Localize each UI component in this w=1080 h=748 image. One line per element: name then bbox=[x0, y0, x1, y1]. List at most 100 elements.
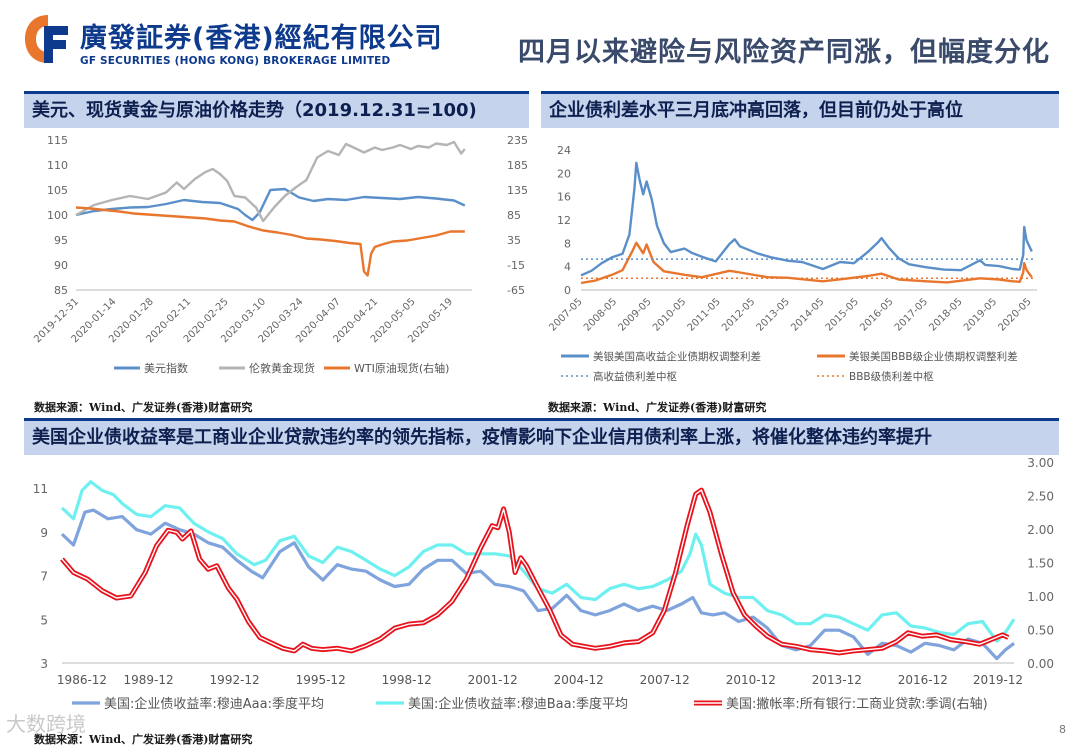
x-tick-label: 2014-05 bbox=[789, 296, 826, 333]
legend-label: 美国:企业债收益率:穆迪Aaa:季度平均 bbox=[104, 696, 324, 712]
x-tick-label: 2001-12 bbox=[468, 673, 518, 687]
legend-label: 高收益债利差中枢 bbox=[593, 370, 677, 383]
x-tick-label: 2010-05 bbox=[651, 296, 688, 333]
page-title: 四月以来避险与风险资产同涨，但幅度分化 bbox=[518, 37, 1050, 68]
series-line bbox=[60, 480, 1016, 643]
y-left-tick-label: 110 bbox=[47, 159, 68, 172]
x-axis: 1986-12 1989-12 1992-12 1995-12 1998-12 2001-… bbox=[57, 673, 1023, 687]
legend-label: 美银美国高收益企业债期权调整利差 bbox=[593, 350, 761, 363]
y-right-tick-label: 0.50 bbox=[1027, 624, 1054, 638]
series-line bbox=[75, 187, 466, 222]
y-right-tick-label: -65 bbox=[507, 284, 525, 297]
panel-3-rule bbox=[24, 418, 1059, 421]
y-right-tick-label: 2.00 bbox=[1027, 523, 1054, 537]
y-axis: 0 4 8 12 16 20 24 bbox=[557, 144, 571, 297]
y-left-tick-label: 95 bbox=[54, 234, 68, 247]
legend-label: 伦敦黄金现货 bbox=[249, 361, 315, 375]
x-tick-label: 2017-05 bbox=[893, 296, 930, 333]
watermark: 大数跨境 bbox=[6, 712, 86, 736]
panel-3-title: 美国企业债收益率是工商业企业贷款违约率的领先指标，疫情影响下企业信用债利率上涨，… bbox=[24, 421, 1059, 455]
x-axis: 2007-052008-052009-052010-052011-052012-… bbox=[547, 296, 1033, 333]
company-name-cn: 廣發証券(香港)經紀有限公司 bbox=[80, 23, 443, 54]
x-tick-label: 1998-12 bbox=[382, 673, 432, 687]
x-tick-label: 2009-05 bbox=[616, 296, 653, 333]
y-left-tick-label: 9 bbox=[40, 526, 48, 540]
legend-label: 美国:撇帐率:所有银行:工商业贷款:季调(右轴) bbox=[726, 696, 988, 712]
x-tick-label: 2019-12 bbox=[973, 673, 1023, 687]
panel-2-title: 企业债利差水平三月底冲高回落，但目前仍处于高位 bbox=[541, 94, 1059, 128]
series-line bbox=[60, 508, 1015, 661]
legend: 美国:企业债收益率:穆迪Aaa:季度平均 美国:企业债收益率:穆迪Baa:季度平均… bbox=[72, 696, 988, 712]
y-tick-label: 4 bbox=[564, 261, 571, 274]
panel-2-source: 数据来源：Wind、广发证券(香港)财富研究 bbox=[548, 401, 767, 414]
page-number: 8 bbox=[1059, 723, 1066, 736]
x-tick-label: 2007-05 bbox=[547, 296, 584, 333]
x-tick-label: 2016-12 bbox=[898, 673, 948, 687]
legend-label: BBB级债利差中枢 bbox=[849, 370, 934, 383]
y-axis-right: 0.00 0.50 1.00 1.50 2.00 2.50 3.00 bbox=[1027, 456, 1054, 671]
series-line-inner bbox=[61, 489, 1009, 654]
legend-label: 美银美国BBB级企业债期权调整利差 bbox=[849, 350, 1018, 363]
x-tick-label: 2013-12 bbox=[812, 673, 862, 687]
chart-1: 85 90 95 100 105 110 115 -65 -15 35 85 135 185 235 201… bbox=[32, 134, 528, 375]
panel-2-rule bbox=[541, 91, 1059, 94]
panel-1-title: 美元、现货黄金与原油价格走势（2019.12.31=100) bbox=[24, 94, 529, 128]
y-right-tick-label: 235 bbox=[507, 134, 528, 147]
y-axis-right: -65 -15 35 85 135 185 235 bbox=[507, 134, 528, 297]
panel-2-header: 企业债利差水平三月底冲高回落，但目前仍处于高位 bbox=[541, 91, 1059, 128]
y-right-tick-label: 35 bbox=[507, 234, 521, 247]
x-tick-label: 2019-05 bbox=[962, 296, 999, 333]
x-tick-label: 1989-12 bbox=[124, 673, 174, 687]
panel-1-header: 美元、现货黄金与原油价格走势（2019.12.31=100) bbox=[24, 91, 529, 128]
series-group bbox=[60, 480, 1016, 661]
y-right-tick-label: 0.00 bbox=[1027, 657, 1054, 671]
y-left-tick-label: 5 bbox=[40, 613, 48, 627]
y-right-tick-label: 185 bbox=[507, 159, 528, 172]
y-left-tick-label: 90 bbox=[54, 259, 68, 272]
y-tick-label: 24 bbox=[557, 144, 571, 157]
chart-3: 3 5 7 9 11 0.00 0.50 1.00 1.50 2.00 2.50 3.00 1986-1… bbox=[33, 456, 1054, 712]
y-right-tick-label: -15 bbox=[507, 259, 525, 272]
y-right-tick-label: 2.50 bbox=[1027, 490, 1054, 504]
legend: 美元指数 伦敦黄金现货 WTI原油现货(右轴) bbox=[114, 361, 449, 375]
x-tick-label: 2007-12 bbox=[640, 673, 690, 687]
series-line bbox=[580, 161, 1033, 277]
series-line bbox=[75, 206, 465, 277]
y-right-tick-label: 135 bbox=[507, 184, 528, 197]
y-left-tick-label: 7 bbox=[40, 570, 48, 584]
y-left-tick-label: 105 bbox=[47, 184, 68, 197]
y-tick-label: 20 bbox=[557, 167, 571, 180]
y-right-tick-label: 85 bbox=[507, 209, 521, 222]
x-axis: 2019-12-312020-01-142020-01-282020-02-11… bbox=[32, 296, 455, 345]
y-right-tick-label: 1.00 bbox=[1027, 590, 1054, 604]
y-tick-label: 8 bbox=[564, 237, 571, 250]
x-tick-label: 2020-05 bbox=[996, 296, 1033, 333]
x-tick-label: 2011-05 bbox=[686, 296, 723, 333]
x-tick-label: 2008-05 bbox=[582, 296, 619, 333]
x-tick-label: 2016-05 bbox=[858, 296, 895, 333]
series-group bbox=[580, 161, 1034, 285]
panel-1-source: 数据来源：Wind、广发证券(香港)财富研究 bbox=[34, 401, 253, 414]
y-axis-left: 3 5 7 9 11 bbox=[33, 482, 48, 671]
y-tick-label: 16 bbox=[557, 191, 571, 204]
chart-2: 048121620242007-052008-052009-052010-052… bbox=[547, 144, 1037, 383]
x-tick-label: 1995-12 bbox=[296, 673, 346, 687]
x-tick-label: 2004-12 bbox=[554, 673, 604, 687]
legend-label: 美国:企业债收益率:穆迪Baa:季度平均 bbox=[408, 696, 628, 712]
series-line bbox=[580, 241, 1033, 285]
legend-label: WTI原油现货(右轴) bbox=[354, 361, 449, 375]
series-line bbox=[75, 140, 466, 223]
y-axis-left: 85 90 95 100 105 110 115 bbox=[47, 134, 68, 297]
y-left-tick-label: 115 bbox=[47, 134, 68, 147]
y-right-tick-label: 3.00 bbox=[1027, 456, 1054, 470]
company-name-en: GF SECURITIES (HONG KONG) BROKERAGE LIMI… bbox=[80, 55, 391, 67]
legend-label: 美元指数 bbox=[144, 361, 188, 375]
y-left-tick-label: 3 bbox=[40, 657, 48, 671]
x-tick-label: 1992-12 bbox=[210, 673, 260, 687]
panel-3-header: 美国企业债收益率是工商业企业贷款违约率的领先指标，疫情影响下企业信用债利率上涨，… bbox=[24, 418, 1059, 455]
panel-3-source: 数据来源：Wind、广发证券(香港)财富研究 bbox=[34, 733, 253, 746]
y-right-tick-label: 1.50 bbox=[1027, 557, 1054, 571]
x-tick-label: 2018-05 bbox=[927, 296, 964, 333]
y-left-tick-label: 11 bbox=[33, 482, 48, 496]
x-tick-label: 1986-12 bbox=[57, 673, 107, 687]
